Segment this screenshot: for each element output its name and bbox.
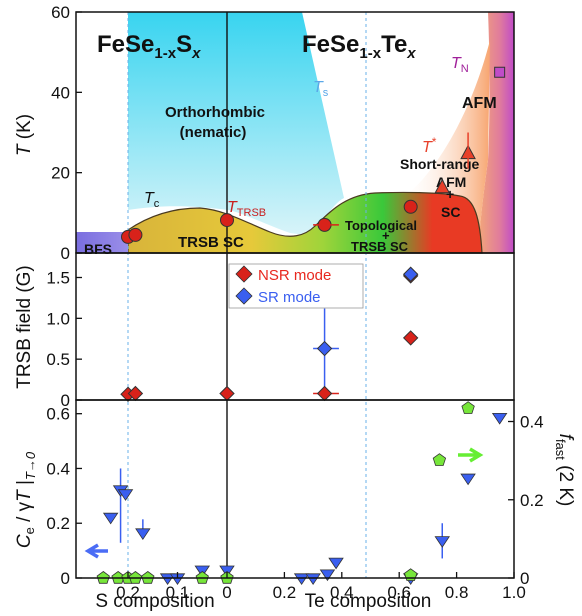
ytick-middle-0: 0 — [61, 391, 70, 410]
label-ttrsb: TTRSB — [227, 199, 266, 219]
bfs-region — [76, 232, 128, 253]
nematic-region — [128, 12, 344, 236]
frame-bottom — [75, 399, 515, 579]
arrow-right-green — [458, 447, 484, 463]
ytick-middle-3: 1.5 — [46, 269, 70, 288]
ytick-bottom-2: 0.4 — [46, 459, 70, 478]
ce-point-9 — [461, 401, 475, 414]
x-label-s-composition: S composition — [95, 591, 214, 612]
ttrsb-point-4 — [403, 199, 418, 214]
ffast-point-10 — [319, 569, 336, 582]
legend: NSR mode SR mode — [228, 263, 364, 309]
ffast-point-4 — [159, 573, 176, 586]
ffast-point-0 — [102, 512, 119, 525]
top-panel-marks — [121, 66, 506, 244]
label-ts: Ts — [313, 79, 329, 99]
label-nematic: (nematic) — [180, 124, 247, 141]
ce-point-8 — [432, 453, 447, 466]
panel-top: FeSe1-xSx FeSe1-xTex Orthorhombic (nemat… — [76, 12, 514, 578]
xtick-2: 0 — [222, 583, 231, 602]
label-plus-sc: + — [446, 186, 454, 202]
xtick-6: 0.8 — [445, 583, 469, 602]
title-fese-te: FeSe1-xTex — [302, 31, 416, 62]
label-short-range: Short-range — [400, 156, 480, 172]
panel-bottom — [84, 401, 508, 586]
legend-box — [228, 263, 364, 309]
y2tick-bottom-1: 0.2 — [520, 491, 544, 510]
xtick-5: 0.6 — [387, 583, 411, 602]
ffast-point-9 — [305, 573, 321, 586]
legend-marker-nsr — [235, 265, 253, 283]
x-label-te-composition: Te composition — [305, 591, 432, 612]
ffast-point-3 — [135, 528, 151, 541]
title-fese-s: FeSe1-xSx — [97, 31, 201, 62]
sr-point-0 — [316, 340, 333, 357]
nsr-point-3 — [316, 385, 333, 402]
nsr-point-4 — [402, 330, 419, 346]
middle-panel-marks — [120, 266, 419, 402]
arrow-left-blue — [84, 543, 108, 559]
panel-middle: NSR mode SR mode — [120, 263, 419, 402]
xtick-3: 0.2 — [273, 583, 297, 602]
legend-marker-sr — [235, 287, 253, 305]
xtick-1: 0.1 — [166, 583, 190, 602]
label-tn: TN — [451, 55, 469, 75]
label-sc: SC — [441, 204, 460, 220]
ytick-bottom-0: 0 — [61, 569, 70, 588]
bottom-panel-marks — [96, 401, 508, 586]
ttrsb-point-2 — [220, 213, 234, 228]
legend-label-nsr: NSR mode — [258, 267, 331, 284]
xtick-7: 1.0 — [502, 583, 526, 602]
panel-frames — [75, 11, 515, 579]
y2tick-bottom-2: 0.4 — [520, 413, 544, 432]
y2-label-bottom: ffast (2 K) — [553, 434, 576, 507]
label-tc: Tc — [144, 190, 160, 210]
ffast-point-2 — [117, 489, 134, 501]
label-bfs: BFS — [84, 241, 112, 257]
nsr-point-2 — [219, 385, 235, 402]
tn-point — [494, 66, 506, 78]
label-orthorhombic: Orthorhombic — [165, 104, 265, 121]
ytick-bottom-3: 0.6 — [46, 405, 70, 424]
ytick-middle-2: 1.0 — [46, 309, 70, 328]
label-topo-plus: + — [382, 228, 390, 243]
ffast-point-15 — [491, 413, 508, 425]
ytick-top-1: 20 — [51, 164, 70, 183]
ytick-top-2: 40 — [51, 83, 70, 102]
label-topo-trsb-sc: TRSB SC — [351, 239, 409, 254]
ffast-point-11 — [328, 557, 344, 570]
ytick-top-3: 60 — [51, 3, 70, 22]
y2tick-bottom-0: 0 — [520, 569, 529, 588]
legend-label-sr: SR mode — [258, 289, 321, 306]
y-label-middle: TRSB field (G) — [14, 265, 35, 389]
label-afm: AFM — [462, 95, 497, 112]
label-topological: Topological — [345, 218, 417, 233]
tstar-point-0 — [434, 178, 451, 194]
sr-point-1 — [402, 266, 419, 282]
ffast-point-14 — [460, 473, 476, 486]
ytick-bottom-1: 0.2 — [46, 514, 70, 533]
label-trsb-sc: TRSB SC — [178, 234, 244, 251]
label-tstar: T* — [422, 135, 437, 156]
y-label-top: T (K) — [14, 114, 35, 156]
xtick-0: 0.2 — [116, 583, 140, 602]
ytick-top-0: 0 — [61, 244, 70, 263]
ffast-point-8 — [293, 573, 310, 586]
ffast-point-13 — [434, 536, 450, 548]
xtick-4: 0.4 — [330, 583, 354, 602]
superconducting-dome — [127, 191, 483, 254]
ttrsb-point-1 — [128, 227, 143, 242]
y-label-bottom: Ce / γT |T→0 — [14, 451, 38, 548]
ytick-middle-1: 0.5 — [46, 350, 70, 369]
